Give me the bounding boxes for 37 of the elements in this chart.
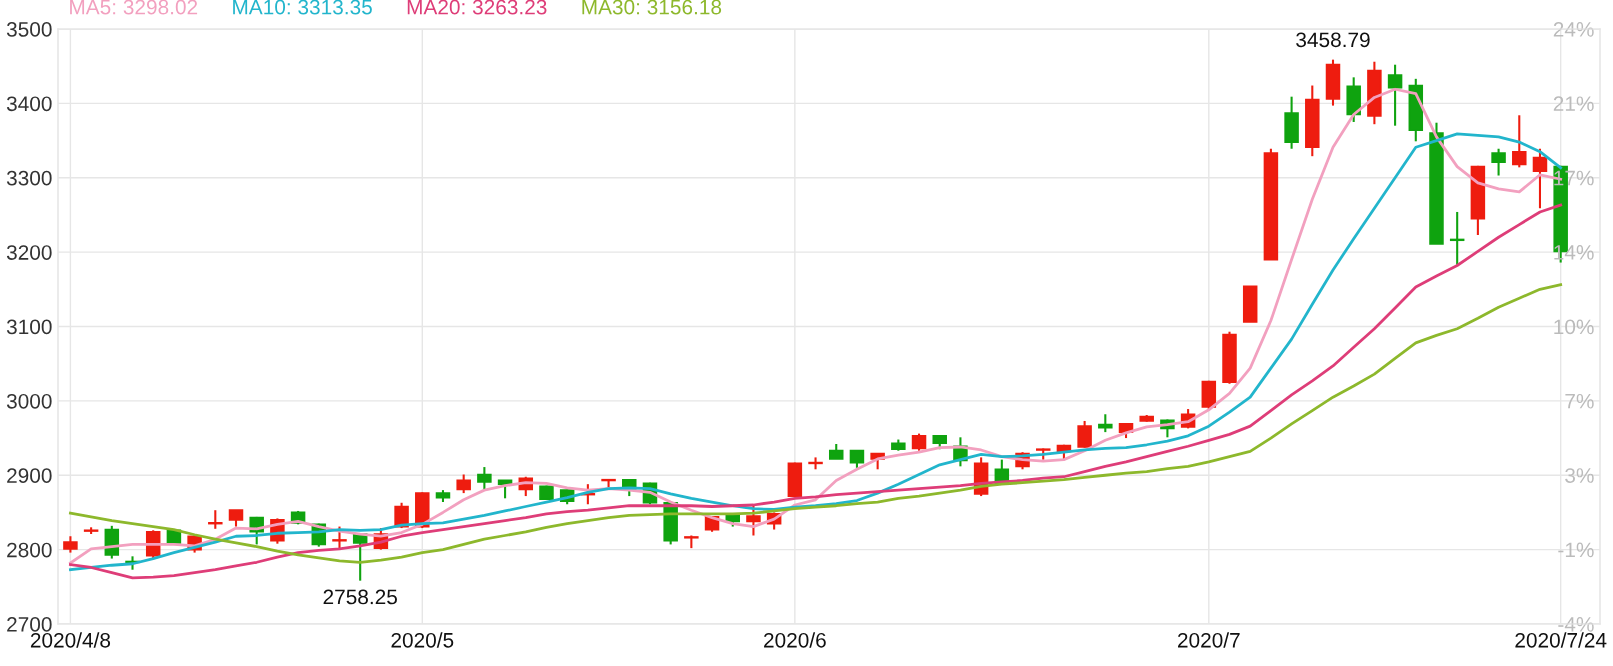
text: MA5: 3298.02 — [70, 0, 198, 15]
candlestick — [332, 525, 347, 550]
candlestick — [477, 466, 492, 491]
y-tick-label: 3500 — [6, 22, 52, 37]
y2-tick-label: 3% — [1565, 468, 1594, 483]
annotation: 2758.25 — [323, 589, 397, 605]
candlestick — [1532, 147, 1548, 210]
y2-tick-label: 21% — [1553, 96, 1594, 111]
y-tick-label: 3000 — [6, 393, 52, 409]
candlestick — [1077, 419, 1092, 449]
candlestick — [1512, 114, 1527, 169]
y-tick-label: 3200 — [6, 245, 52, 260]
y2-tick-label: 24% — [1553, 22, 1594, 37]
y-tick-label: 3100 — [6, 319, 52, 335]
x-tick-label: 2020/5 — [391, 632, 454, 648]
text: MA20: 3263.23 — [407, 0, 547, 15]
x-tick-label: 2020/7 — [1178, 632, 1240, 648]
annotation: 3458.79 — [1296, 32, 1370, 48]
x-tick-label: 2020/4/8 — [30, 632, 111, 648]
y-tick-label: 2700 — [7, 617, 52, 632]
y-tick-label: 3400 — [6, 96, 52, 112]
text: MA10: 3313.35 — [233, 0, 372, 15]
y-tick-label: 3300 — [6, 170, 52, 186]
y2-tick-label: 10% — [1554, 319, 1594, 335]
candlestick — [746, 503, 761, 537]
y2-tick-label: -4% — [1558, 617, 1594, 632]
text: MA30: 3156.18 — [582, 0, 722, 15]
candlestick — [1491, 147, 1506, 177]
candlestick — [1387, 63, 1403, 127]
y-tick-label: 2900 — [7, 468, 52, 483]
candlestick — [208, 509, 223, 530]
y2-tick-label: 7% — [1565, 393, 1594, 409]
y-tick-label: 2800 — [7, 542, 52, 558]
candlestick — [456, 473, 471, 495]
x-tick-label: 2020/7/24 — [1515, 632, 1607, 648]
x-tick-label: 2020/6 — [764, 632, 826, 648]
y2-tick-label: -1% — [1558, 542, 1594, 558]
